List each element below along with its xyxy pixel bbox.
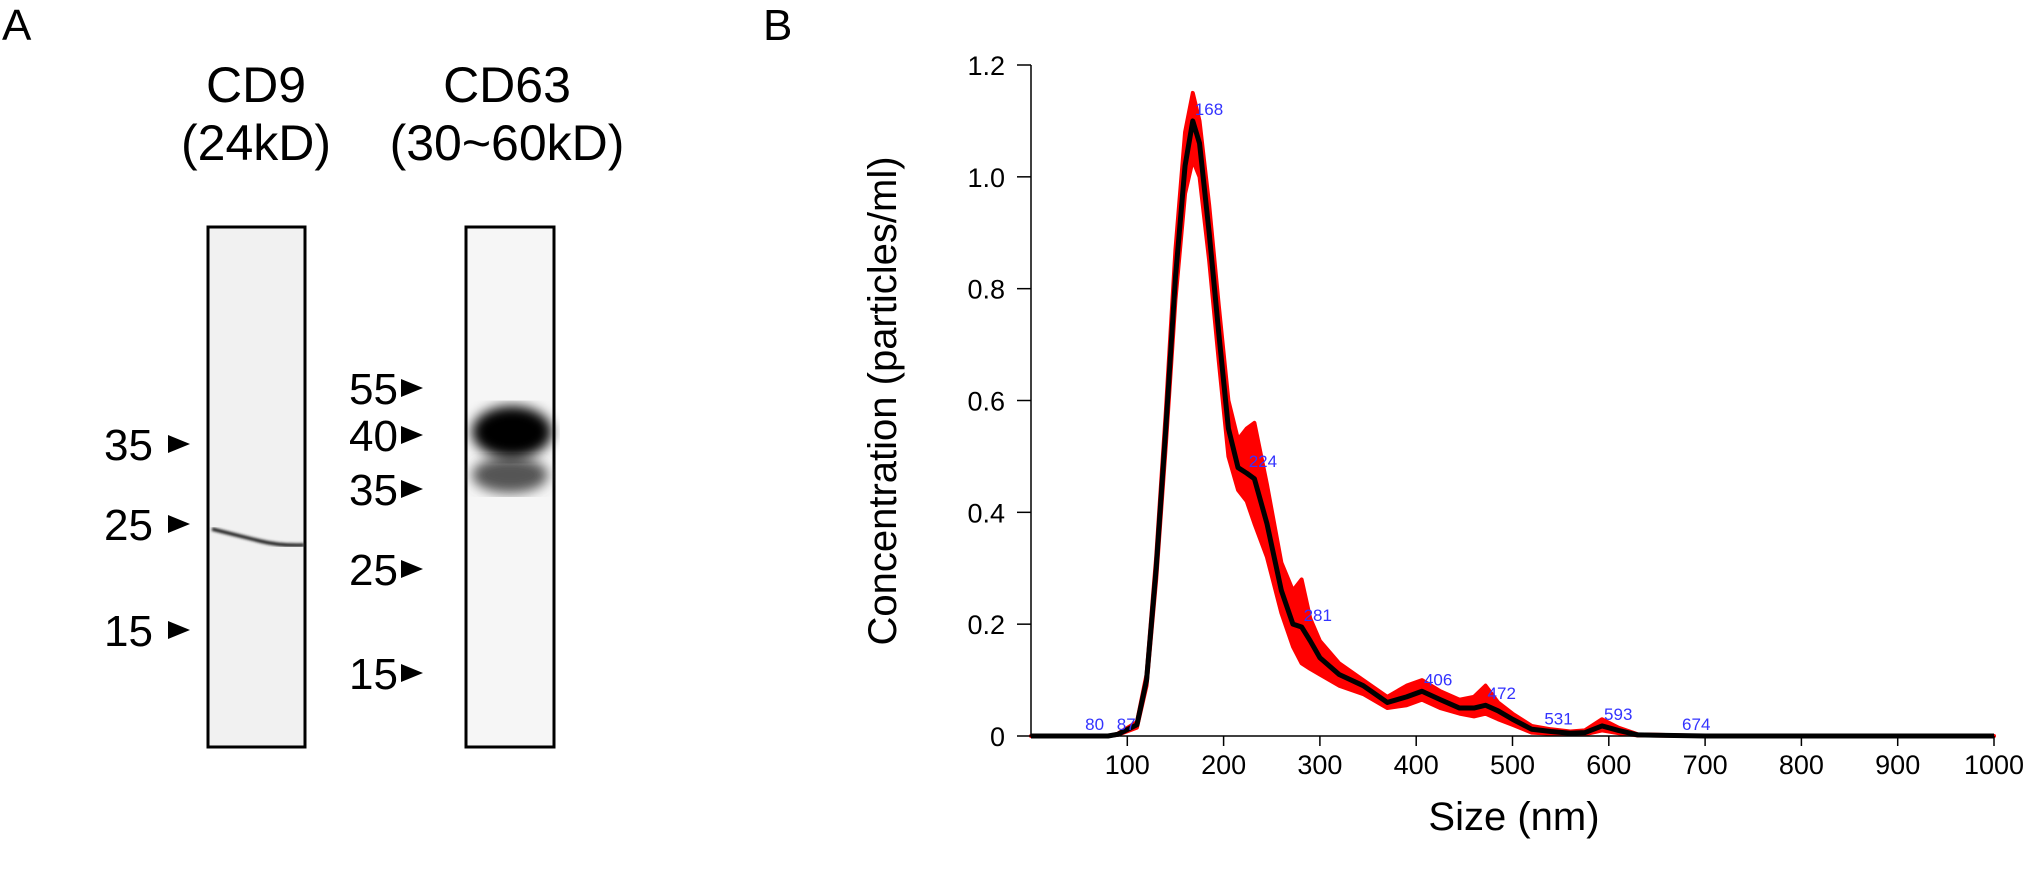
y-tick-label: 0.4 — [967, 498, 1005, 528]
lane-title-cd9: CD9 — [206, 57, 306, 113]
peak-label: 80 — [1085, 715, 1104, 734]
marker-arrow-icon — [401, 480, 423, 498]
y-tick-label: 0.2 — [967, 610, 1005, 640]
x-tick-label: 600 — [1586, 750, 1631, 780]
x-tick-label: 300 — [1297, 750, 1342, 780]
y-tick-label: 1.2 — [967, 51, 1005, 81]
mw-marker-label: 35 — [349, 466, 398, 515]
mw-marker-label: 15 — [104, 607, 153, 656]
marker-arrow-icon — [168, 435, 190, 453]
x-tick-label: 100 — [1105, 750, 1150, 780]
blot-lane-cd9 — [206, 225, 307, 749]
marker-arrow-icon — [168, 621, 190, 639]
marker-arrow-icon — [401, 560, 423, 578]
peak-label: 406 — [1424, 670, 1452, 689]
y-tick-label: 0.6 — [967, 387, 1005, 417]
peak-label: 224 — [1249, 452, 1277, 471]
marker-arrow-icon — [401, 426, 423, 444]
peak-label: 593 — [1604, 705, 1632, 724]
x-axis-label: Size (nm) — [1428, 795, 1599, 839]
x-tick-label: 1000 — [1964, 750, 2024, 780]
lane-title-cd63: CD63 — [443, 57, 571, 113]
peak-label: 674 — [1682, 715, 1710, 734]
x-tick-label: 900 — [1875, 750, 1920, 780]
x-tick-label: 800 — [1779, 750, 1824, 780]
mw-marker-label: 55 — [349, 365, 398, 414]
nta-chart: 100 200 300 400 500 600 700 800 900 1000 0 0.2 0.4 0… — [861, 51, 2024, 839]
peak-label: 472 — [1488, 684, 1516, 703]
peak-label: 531 — [1544, 709, 1572, 728]
lane-size-cd63: (30~60kD) — [390, 115, 625, 171]
x-tick-label: 700 — [1683, 750, 1728, 780]
y-tick-label: 0 — [990, 722, 1005, 752]
mw-marker-label: 25 — [104, 501, 153, 550]
error-band — [1029, 90, 1996, 738]
peak-label: 168 — [1195, 100, 1223, 119]
lane-size-cd9: (24kD) — [181, 115, 331, 171]
mw-marker-label: 40 — [349, 412, 398, 461]
x-tick-label: 500 — [1490, 750, 1535, 780]
x-tick-label: 200 — [1201, 750, 1246, 780]
cd9-band — [211, 527, 305, 547]
x-tick-label: 400 — [1394, 750, 1439, 780]
peak-label: 281 — [1304, 606, 1332, 625]
cd63-band-lower — [472, 457, 548, 493]
marker-arrow-icon — [401, 664, 423, 682]
panel-label-a: A — [2, 1, 32, 50]
blot-lane-cd63 — [464, 225, 556, 749]
panel-label-b: B — [763, 1, 792, 50]
y-tick-label: 1.0 — [967, 163, 1005, 193]
mw-marker-label: 35 — [104, 421, 153, 470]
marker-arrow-icon — [168, 515, 190, 533]
y-tick-label: 0.8 — [967, 275, 1005, 305]
mw-marker-label: 25 — [349, 546, 398, 595]
mw-marker-label: 15 — [349, 650, 398, 699]
cd63-band-main — [472, 406, 552, 458]
mean-line — [1031, 118, 1994, 739]
peak-label: 87 — [1117, 715, 1136, 734]
y-axis-label: Concentration (particles/ml) — [861, 156, 905, 645]
marker-arrow-icon — [401, 379, 423, 397]
